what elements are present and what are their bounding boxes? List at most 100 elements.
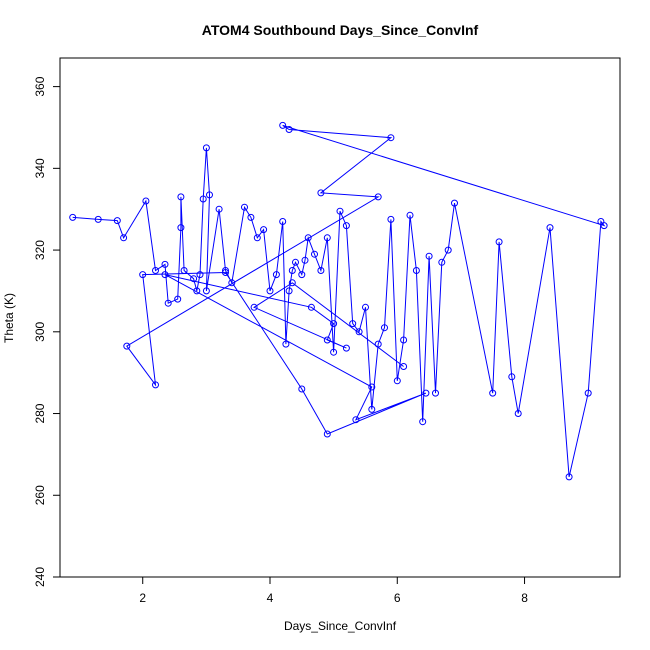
plot-frame	[59, 57, 621, 578]
data-point	[584, 389, 592, 397]
data-point	[222, 267, 229, 274]
y-tick-label: 360	[33, 76, 47, 96]
data-point	[250, 303, 258, 311]
data-point	[279, 218, 287, 225]
data-point	[546, 224, 554, 232]
data-point	[292, 258, 299, 266]
data-point	[161, 260, 169, 268]
data-point	[266, 287, 274, 295]
data-point	[202, 144, 210, 152]
data-point	[317, 189, 325, 197]
data-point	[422, 389, 430, 397]
data-point	[387, 134, 395, 142]
data-point	[199, 195, 207, 203]
data-point	[349, 320, 357, 328]
data-point	[113, 217, 121, 225]
x-axis-label: Days_Since_ConvInf	[284, 619, 397, 633]
data-point	[393, 377, 401, 385]
data-point	[600, 222, 608, 230]
data-point	[279, 121, 287, 129]
data-point	[123, 342, 131, 350]
y-tick-label: 240	[33, 567, 47, 587]
data-point	[282, 340, 290, 348]
data-point	[451, 199, 458, 207]
data-point	[330, 320, 338, 328]
data-point	[311, 250, 318, 258]
x-tick-label: 2	[139, 591, 146, 605]
data-point	[247, 213, 255, 221]
data-point	[298, 385, 306, 393]
data-point	[120, 234, 128, 242]
y-axis: 240 260 280 300 320 340 360	[33, 76, 61, 587]
data-point	[330, 348, 338, 356]
data-point	[288, 267, 296, 274]
data-point	[177, 193, 185, 201]
data-point	[368, 383, 376, 391]
data-point	[352, 416, 360, 424]
data-point	[253, 234, 261, 242]
data-point	[193, 287, 201, 295]
data-point	[317, 267, 325, 274]
data-point	[206, 191, 213, 199]
chart-title: ATOM4 Southbound Days_Since_ConvInf	[202, 22, 479, 38]
data-point	[444, 246, 452, 254]
data-point	[514, 410, 522, 417]
data-point	[400, 336, 408, 344]
data-point	[323, 430, 331, 438]
series-points	[69, 121, 608, 481]
y-tick-label: 320	[33, 240, 47, 260]
data-point	[336, 207, 344, 215]
data-point	[241, 203, 248, 211]
y-axis-label: Theta (K)	[2, 293, 16, 343]
data-point	[260, 226, 268, 234]
data-point	[387, 215, 395, 223]
data-point	[438, 258, 446, 266]
data-point	[362, 303, 369, 311]
data-point	[412, 267, 420, 274]
x-tick-label: 8	[521, 591, 528, 605]
data-point	[323, 234, 331, 242]
data-point	[202, 287, 210, 295]
data-point	[425, 252, 433, 260]
y-tick-label: 300	[33, 321, 47, 341]
data-point	[139, 271, 147, 279]
data-point	[298, 271, 306, 279]
data-point	[374, 340, 382, 348]
data-point	[285, 126, 293, 133]
data-point	[69, 213, 77, 221]
data-point	[432, 389, 439, 397]
data-point	[381, 324, 388, 332]
data-point	[368, 405, 376, 413]
data-point	[565, 473, 573, 481]
data-point	[272, 271, 280, 279]
data-point	[374, 193, 382, 201]
x-tick-label: 4	[267, 591, 274, 605]
data-point	[222, 269, 229, 276]
data-point	[174, 295, 182, 303]
data-point	[228, 279, 236, 287]
data-point	[323, 336, 331, 344]
data-point	[406, 211, 414, 219]
data-point	[177, 224, 185, 232]
data-point	[307, 303, 315, 311]
data-point	[94, 215, 102, 223]
data-point	[215, 205, 223, 213]
data-point	[190, 275, 198, 283]
data-point	[489, 389, 497, 397]
data-point	[164, 299, 172, 307]
data-point	[304, 234, 312, 242]
data-point	[495, 238, 503, 246]
data-point	[400, 363, 408, 370]
data-point	[301, 256, 309, 264]
y-tick-label: 260	[33, 485, 47, 505]
y-tick-label: 280	[33, 403, 47, 423]
data-point	[342, 222, 350, 230]
data-point	[152, 267, 159, 274]
data-point	[508, 373, 516, 381]
data-point	[152, 381, 159, 389]
data-point	[196, 271, 204, 279]
data-point	[285, 287, 293, 295]
data-point	[161, 271, 169, 279]
data-point	[142, 197, 150, 205]
